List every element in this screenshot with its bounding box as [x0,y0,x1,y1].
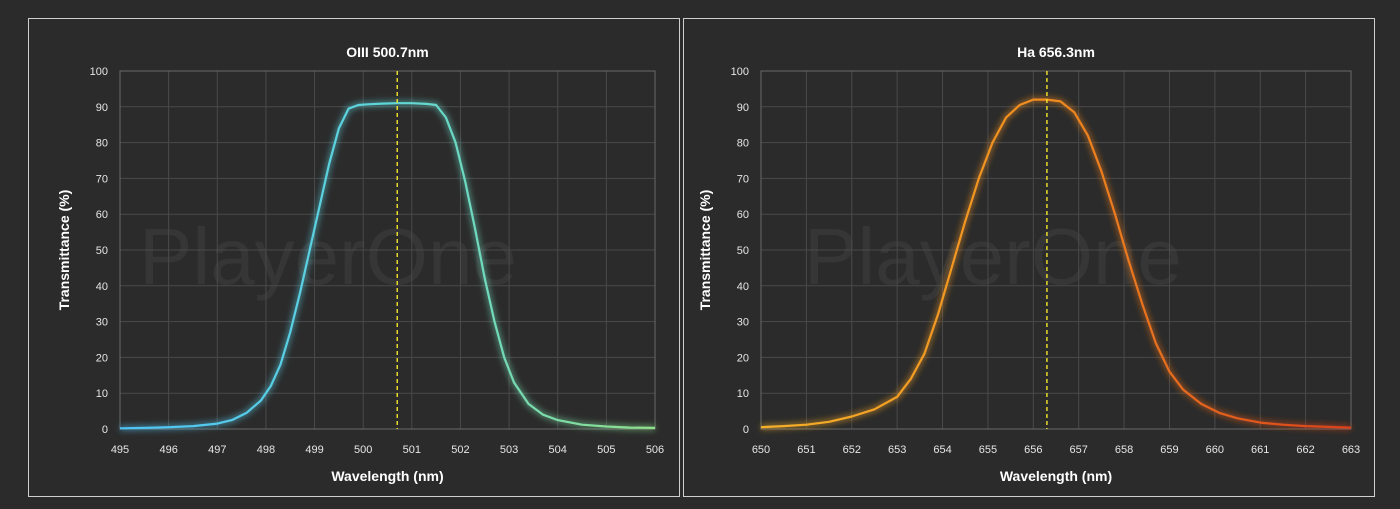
oiii-plot-frame [119,70,656,430]
ha-y-axis-label: Transmittance (%) [697,190,713,311]
ha-x-tick-label: 650 [752,444,770,456]
oiii-transmittance-line [119,102,656,430]
oiii-x-tick-label: 499 [305,444,323,456]
oiii-x-tick-label: 503 [500,444,518,456]
oiii-y-tick-label: 10 [96,388,108,400]
oiii-x-tick-label: 505 [597,444,615,456]
ha-x-tick-label: 663 [1342,444,1360,456]
oiii-x-tick-label: 498 [257,444,275,456]
oiii-y-tick-label: 70 [96,173,108,185]
oiii-x-tick-label: 502 [451,444,469,456]
ha-x-tick-label: 660 [1206,444,1224,456]
ha-y-tick-label: 30 [737,317,749,329]
oiii-y-axis-label: Transmittance (%) [56,190,72,311]
oiii-x-tick-label: 495 [111,444,129,456]
ha-y-tick-label: 10 [737,388,749,400]
oiii-y-tick-label: 0 [102,424,108,436]
ha-chart-panel: PlayerOne 0 10 20 30 40 50 60 70 80 90 100 650 651 652… [683,18,1375,497]
oiii-y-tick-label: 60 [96,209,108,221]
ha-x-tick-label: 656 [1024,444,1042,456]
ha-y-tick-label: 50 [737,245,749,257]
ha-y-tick-label: 70 [737,173,749,185]
ha-x-tick-label: 662 [1296,444,1314,456]
oiii-y-tick-label: 50 [96,245,108,257]
ha-x-tick-label: 654 [933,444,951,456]
ha-plot-frame [760,70,1352,430]
ha-x-tick-label: 659 [1160,444,1178,456]
ha-x-tick-label: 651 [797,444,815,456]
oiii-y-tick-label: 30 [96,317,108,329]
ha-x-tick-label: 658 [1115,444,1133,456]
ha-transmittance-line [760,98,1352,429]
ha-y-tick-label: 60 [737,209,749,221]
oiii-y-tick-label: 80 [96,138,108,150]
ha-y-tick-label: 20 [737,352,749,364]
oiii-x-axis-label: Wavelength (nm) [331,468,443,484]
ha-y-tick-label: 80 [737,138,749,150]
ha-x-tick-label: 657 [1070,444,1088,456]
oiii-y-tick-label: 20 [96,352,108,364]
ha-chart-title: Ha 656.3nm [1017,44,1095,60]
ha-x-tick-label: 655 [979,444,997,456]
oiii-x-tick-label: 506 [646,444,664,456]
ha-x-tick-label: 653 [888,444,906,456]
oiii-x-tick-label: 496 [159,444,177,456]
ha-y-tick-label: 90 [737,102,749,114]
oiii-x-tick-label: 497 [208,444,226,456]
ha-x-tick-label: 661 [1251,444,1269,456]
ha-x-tick-label: 652 [843,444,861,456]
oiii-x-tick-label: 500 [354,444,372,456]
oiii-y-tick-label: 90 [96,102,108,114]
oiii-y-tick-label: 40 [96,281,108,293]
oiii-chart-panel: PlayerOne 0 10 20 30 40 50 60 70 80 90 100 495 496 497… [28,18,680,497]
ha-y-tick-label: 40 [737,281,749,293]
oiii-x-tick-label: 501 [403,444,421,456]
ha-x-axis-label: Wavelength (nm) [1000,468,1112,484]
oiii-x-tick-label: 504 [549,444,567,456]
ha-y-tick-label: 0 [743,424,749,436]
oiii-y-tick-label: 100 [90,66,108,78]
oiii-chart-title: OIII 500.7nm [346,44,428,60]
ha-y-tick-label: 100 [731,66,749,78]
